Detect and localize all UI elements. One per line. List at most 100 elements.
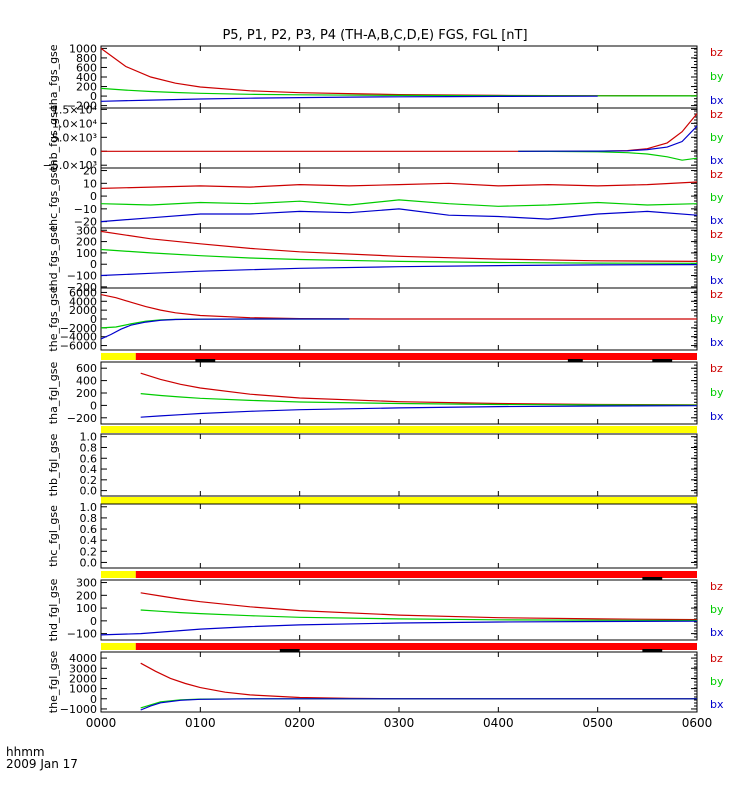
y-tick-label: −20 <box>74 216 97 229</box>
panel-frame <box>100 167 698 229</box>
legend-bz: bz <box>710 288 723 301</box>
y-tick-label: 10 <box>83 177 97 190</box>
y-tick-label: 400 <box>76 71 97 84</box>
y-tick-label: 300 <box>76 224 97 237</box>
y-tick-label: −4000 <box>60 331 97 344</box>
y-tick-label: 0 <box>90 90 97 103</box>
series-line-bx <box>100 95 598 102</box>
y-tick-label: −6000 <box>60 340 97 353</box>
y-tick-label: 4000 <box>69 295 97 308</box>
y-tick-label: 0.8 <box>80 441 98 454</box>
y-tick-label: 0 <box>90 190 97 203</box>
y-tick-label: 200 <box>76 236 97 249</box>
y-tick-label: −200 <box>67 412 97 425</box>
legend-bz: bz <box>710 228 723 241</box>
legend-bz: bz <box>710 46 723 59</box>
series-line-by <box>100 87 698 97</box>
y-tick-label: 0.2 <box>80 474 98 487</box>
series-line-bx <box>140 405 698 418</box>
panel-frame <box>100 651 698 713</box>
y-tick-label: −100 <box>67 628 97 641</box>
panel-frame <box>100 107 698 169</box>
y-axis-label: thd_fgs_gse <box>47 225 60 291</box>
legend-bz: bz <box>710 362 723 375</box>
y-tick-label: 0.8 <box>80 512 98 525</box>
series-line-by <box>140 698 697 709</box>
x-tick-label: 0400 <box>483 716 514 730</box>
series-line-bx <box>100 264 698 277</box>
flag-segment <box>135 353 697 360</box>
y-tick-label: 1.5×10⁴ <box>52 103 98 116</box>
flag-mark <box>652 359 673 362</box>
legend-bx: bx <box>710 410 724 423</box>
figure-title: P5, P1, P2, P3, P4 (TH-A,B,C,D,E) FGS, F… <box>222 28 528 43</box>
x-tick-label: 0500 <box>582 716 613 730</box>
flag-mark <box>642 649 663 652</box>
y-tick-label: 100 <box>76 602 97 615</box>
legend-bx: bx <box>710 214 724 227</box>
flag-segment <box>101 353 136 360</box>
legend-bz: bz <box>710 652 723 665</box>
legend-by: by <box>710 603 724 616</box>
series-line-by <box>518 150 698 161</box>
x-tick-label: 0000 <box>86 716 117 730</box>
legend-bx: bx <box>710 336 724 349</box>
y-tick-label: 5.0×10³ <box>52 131 97 144</box>
y-tick-label: 0 <box>90 399 97 412</box>
y-tick-label: 400 <box>76 375 97 388</box>
series-line-by <box>140 609 698 622</box>
y-axis-label: thd_fgl_gse <box>47 578 60 641</box>
flag-segment <box>101 571 136 578</box>
y-tick-label: 0.6 <box>80 523 98 536</box>
flag-segment <box>101 643 136 650</box>
y-tick-label: 0.0 <box>80 485 98 498</box>
y-tick-label: 0 <box>90 693 97 706</box>
y-tick-label: 0 <box>90 258 97 271</box>
y-tick-label: −1000 <box>60 703 97 716</box>
y-tick-label: 600 <box>76 362 97 375</box>
y-axis-label: thc_fgs_gse <box>47 166 60 231</box>
panel-frame <box>100 503 698 569</box>
y-tick-label: −10 <box>74 203 97 216</box>
legend-bx: bx <box>710 94 724 107</box>
y-tick-label: 0.4 <box>80 463 98 476</box>
series-line-bz <box>100 294 697 320</box>
series-line-bz <box>140 662 697 700</box>
series-line-bx <box>100 208 698 223</box>
y-axis-label: thc_fgl_gse <box>47 505 60 567</box>
legend-bz: bz <box>710 168 723 181</box>
legend-bx: bx <box>710 154 724 167</box>
series-line-bz <box>100 181 698 189</box>
y-tick-label: 1000 <box>69 42 97 55</box>
y-tick-label: 800 <box>76 52 97 65</box>
y-tick-label: −200 <box>67 281 97 294</box>
y-tick-label: −100 <box>67 270 97 283</box>
series-line-bx <box>140 698 697 711</box>
y-axis-label: thb_fgs_gse <box>47 105 60 171</box>
flag-segment <box>135 643 697 650</box>
y-tick-label: 0.2 <box>80 545 98 558</box>
x-tick-label: 0600 <box>682 716 713 730</box>
legend-by: by <box>710 131 724 144</box>
y-axis-label: the_fgl_gse <box>47 651 60 714</box>
series-line-bz <box>100 230 698 262</box>
legend-by: by <box>710 386 724 399</box>
legend-by: by <box>710 675 724 688</box>
y-tick-label: 2000 <box>69 304 97 317</box>
y-tick-label: 1.0 <box>80 431 98 444</box>
y-tick-label: 6000 <box>69 286 97 299</box>
flag-mark <box>195 359 216 362</box>
y-tick-label: 3000 <box>69 662 97 675</box>
x-tick-label: 0100 <box>185 716 216 730</box>
legend-by: by <box>710 312 724 325</box>
series-line-bx <box>100 318 350 340</box>
series-line-by <box>140 393 698 406</box>
date-label: 2009 Jan 17 <box>6 757 78 771</box>
flag-segment <box>101 497 697 504</box>
flag-mark <box>279 649 300 652</box>
y-tick-label: 0 <box>90 615 97 628</box>
y-tick-label: −5.0×10³ <box>43 159 97 172</box>
legend-by: by <box>710 70 724 83</box>
